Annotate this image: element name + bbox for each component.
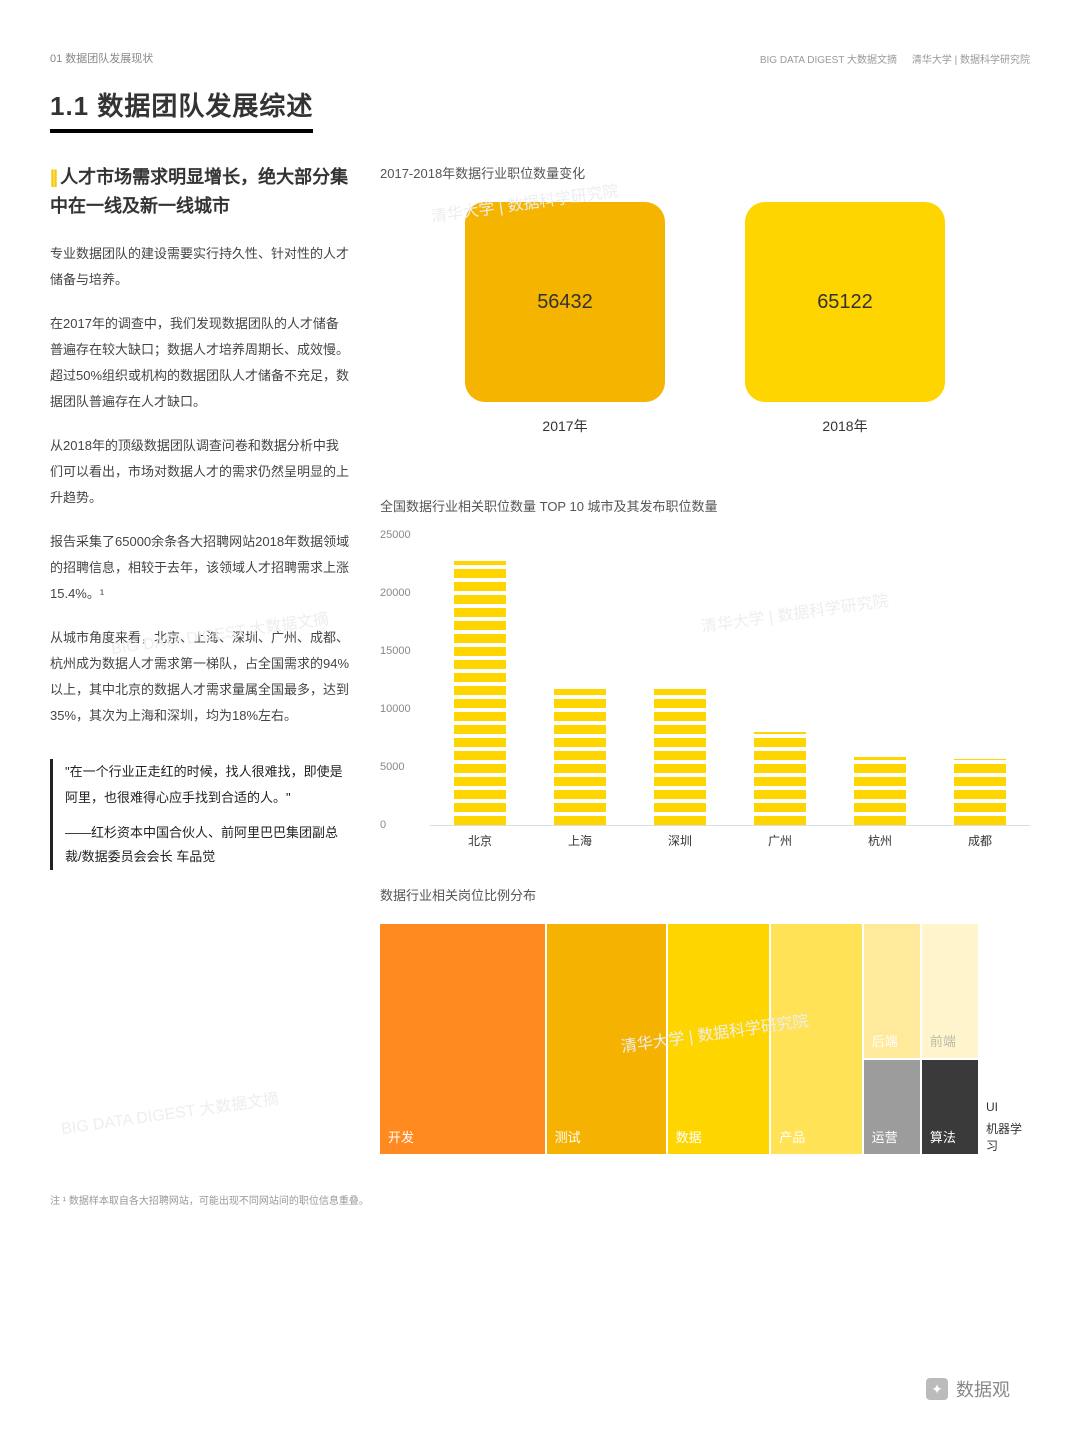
chart2-bar bbox=[450, 561, 510, 825]
footer-brand-text: 数据观 bbox=[956, 1376, 1010, 1402]
wechat-icon: ✦ bbox=[926, 1378, 948, 1400]
chart2-xlabel: 成都 bbox=[968, 832, 992, 849]
treemap-cell: 后端 bbox=[864, 924, 920, 1058]
chart3-treemap: 开发测试数据产品后端前端运营算法 UI 机器学习 bbox=[380, 924, 1030, 1154]
chart2-bar bbox=[650, 689, 710, 825]
paragraph: 从城市角度来看，北京、上海、深圳、广州、成都、杭州成为数据人才需求第一梯队，占全… bbox=[50, 625, 350, 729]
chart2-bar-chart: 0500010000150002000025000北京上海深圳广州杭州成都 bbox=[380, 535, 1030, 855]
chart2-title: 全国数据行业相关职位数量 TOP 10 城市及其发布职位数量 bbox=[380, 496, 1030, 515]
treemap-side-label: 机器学习 bbox=[986, 1120, 1030, 1154]
paragraph: 在2017年的调查中，我们发现数据团队的人才储备普遍存在较大缺口；数据人才培养周… bbox=[50, 311, 350, 415]
treemap-cell: 测试 bbox=[547, 924, 666, 1154]
logo-tsinghua: 清华大学 | 数据科学研究院 bbox=[912, 55, 1030, 66]
section-title: 1.1 数据团队发展综述 bbox=[50, 86, 313, 133]
footer-brand: ✦ 数据观 bbox=[926, 1376, 1010, 1402]
quote-text: "在一个行业正走红的时候，找人很难找，即使是阿里，也很难得心应手找到合适的人。" bbox=[65, 759, 350, 811]
chart1-box: 65122 2018年 bbox=[745, 202, 945, 436]
chart2-ytick: 20000 bbox=[380, 587, 411, 599]
chart2-ytick: 10000 bbox=[380, 703, 411, 715]
treemap-cell: 产品 bbox=[771, 924, 861, 1154]
chart2-bar bbox=[750, 732, 810, 825]
breadcrumb: 01 数据团队发展现状 bbox=[50, 50, 153, 66]
chart2-bar bbox=[550, 689, 610, 825]
footnote: 注 ¹ 数据样本取自各大招聘网站，可能出现不同网站间的职位信息重叠。 bbox=[50, 1194, 1030, 1210]
breadcrumb-bar: 01 数据团队发展现状 BIG DATA DIGEST 大数据文摘 清华大学 |… bbox=[50, 50, 1030, 66]
treemap-cell: 运营 bbox=[864, 1060, 920, 1154]
chart1-box: 56432 2017年 bbox=[465, 202, 665, 436]
chart2-xlabel: 杭州 bbox=[868, 832, 892, 849]
quote-block: "在一个行业正走红的时候，找人很难找，即使是阿里，也很难得心应手找到合适的人。"… bbox=[50, 759, 350, 870]
chart2-bar bbox=[850, 757, 910, 825]
chart2-ytick: 15000 bbox=[380, 645, 411, 657]
treemap-cell: 开发 bbox=[380, 924, 545, 1154]
paragraph: 报告采集了65000余条各大招聘网站2018年数据领域的招聘信息，相较于去年，该… bbox=[50, 529, 350, 607]
chart1-boxes: 56432 2017年 65122 2018年 bbox=[380, 202, 1030, 456]
treemap-cell: 数据 bbox=[668, 924, 770, 1154]
treemap-side-label: UI bbox=[986, 1100, 1030, 1114]
chart1-title: 2017-2018年数据行业职位数量变化 bbox=[380, 163, 1030, 182]
logo-bigdata: BIG DATA DIGEST 大数据文摘 bbox=[760, 55, 897, 66]
chart2-ytick: 25000 bbox=[380, 529, 411, 541]
chart1-box-value: 56432 bbox=[465, 202, 665, 402]
chart2-bar bbox=[950, 759, 1010, 825]
chart1-box-label: 2017年 bbox=[465, 416, 665, 436]
quote-source: ——红杉资本中国合伙人、前阿里巴巴集团副总裁/数据委员会会长 车品觉 bbox=[65, 821, 350, 870]
heading-accent: || bbox=[50, 167, 56, 187]
chart1-box-value: 65122 bbox=[745, 202, 945, 402]
paragraph: 专业数据团队的建设需要实行持久性、针对性的人才储备与培养。 bbox=[50, 241, 350, 293]
header-logos: BIG DATA DIGEST 大数据文摘 清华大学 | 数据科学研究院 bbox=[748, 51, 1030, 66]
left-column: ||人才市场需求明显增长，绝大部分集中在一线及新一线城市 专业数据团队的建设需要… bbox=[50, 163, 350, 1154]
chart2-xlabel: 深圳 bbox=[668, 832, 692, 849]
chart2-xlabel: 上海 bbox=[568, 832, 592, 849]
chart2-xlabel: 北京 bbox=[468, 832, 492, 849]
chart2-ytick: 5000 bbox=[380, 761, 404, 773]
chart1-box-label: 2018年 bbox=[745, 416, 945, 436]
paragraph: 从2018年的顶级数据团队调查问卷和数据分析中我们可以看出，市场对数据人才的需求… bbox=[50, 433, 350, 511]
treemap-cell: 前端 bbox=[922, 924, 978, 1058]
treemap-cell: 算法 bbox=[922, 1060, 978, 1154]
chart2-xlabel: 广州 bbox=[768, 832, 792, 849]
right-column: 2017-2018年数据行业职位数量变化 56432 2017年 65122 2018… bbox=[380, 163, 1030, 1154]
chart3-title: 数据行业相关岗位比例分布 bbox=[380, 885, 1030, 904]
sub-heading: ||人才市场需求明显增长，绝大部分集中在一线及新一线城市 bbox=[50, 163, 350, 221]
chart2-ytick: 0 bbox=[380, 819, 386, 831]
